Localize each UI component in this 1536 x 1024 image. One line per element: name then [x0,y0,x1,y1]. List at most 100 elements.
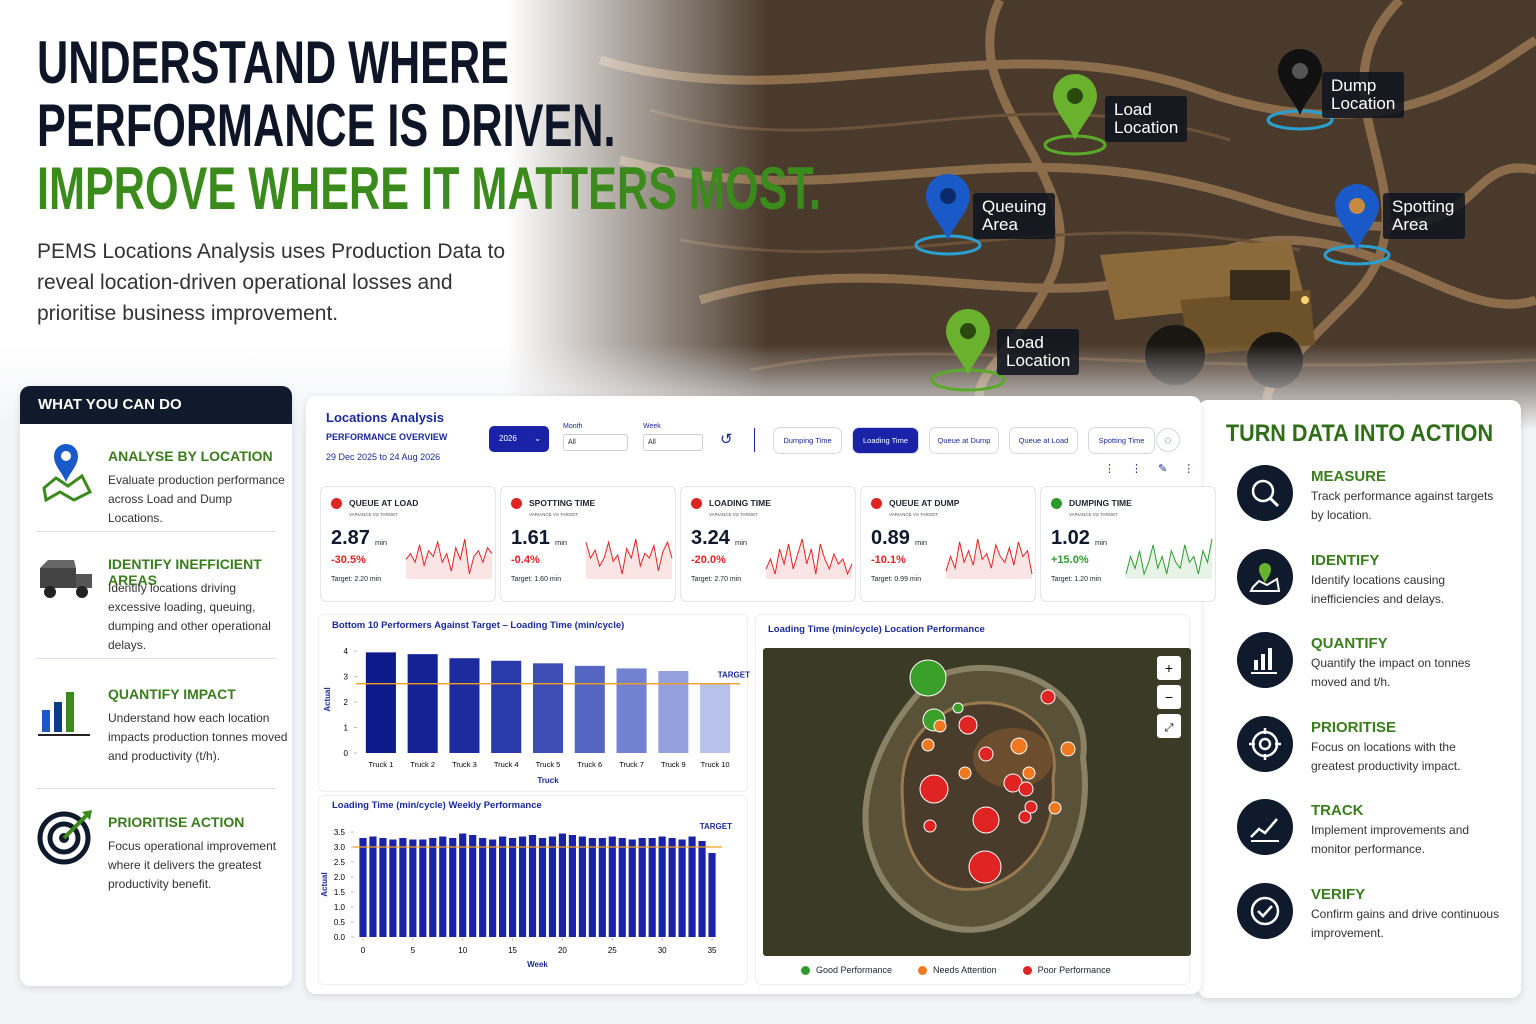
kpi-unit: min [555,538,568,547]
action-text: Track performance against targets by loc… [1311,489,1494,522]
kpi-value: 2.87 [331,527,370,549]
action-text: Identify locations causing inefficiencie… [1311,572,1446,606]
bar [658,836,666,937]
tab[interactable]: Queue at Dump [929,427,999,454]
action-text: Focus on locations with the greatest pro… [1311,739,1461,773]
kpi-title: LOADING TIME [709,498,771,508]
week-value: All [648,439,656,446]
month-select[interactable]: All [563,434,628,451]
kpi-value: 3.24 [691,527,730,549]
svg-text:+: + [1165,660,1173,676]
map: + − ⤢ [763,648,1191,956]
bar [518,836,527,937]
date-range: 29 Dec 2025 to 24 Aug 2026 [326,452,441,462]
bar [568,835,576,937]
week-select[interactable]: All [643,434,703,451]
x-tick-label: Truck 6 [577,760,602,769]
item-icon [42,444,93,503]
sparkline-area [586,539,672,579]
item-text: Understand how each location impacts pro… [108,711,288,763]
toolbar[interactable]: ⋮⋮✎⋮ [1104,463,1211,475]
sparkline-area [406,539,492,579]
zoom-controls[interactable]: + − ⤢ [1157,656,1181,738]
action-title: PRIORITISE [1311,718,1397,736]
kpi-variance: +15.0% [1051,554,1089,566]
kpi-icon [331,498,342,509]
action-title: VERIFY [1311,885,1366,903]
kpi-value: 0.89 [871,527,910,549]
sparkline [945,538,1033,579]
pin-label: Queuing Area [973,193,1055,239]
kpi-icon [691,498,702,509]
action-title: TRACK [1311,802,1364,819]
bar [491,660,522,753]
item-title: ANALYSE BY LOCATION [108,448,273,464]
kpi-variance: -10.1% [871,554,906,566]
map-panel: Loading Time (min/cycle) Location Perfor… [755,614,1191,985]
bar [598,838,606,937]
bar [688,836,696,937]
item-icon [38,692,90,736]
tab[interactable]: Loading Time [852,427,919,454]
kpi-target: Target: 2.70 min [691,576,742,583]
bar [407,654,438,753]
kpi-variance: -30.5% [331,554,366,566]
sparkline-line [405,538,493,575]
tab[interactable]: Spotting Time [1088,427,1155,454]
y-tick-label: 2.5 [334,858,346,867]
hero-title: IMPROVE WHERE IT MATTERS MOST. [37,155,822,222]
bar [449,838,457,937]
x-tick-label: 25 [608,946,617,955]
settings-button[interactable]: ◌ [1156,428,1180,452]
action-icon [1237,882,1293,939]
item-title: PRIORITISE ACTION [108,814,245,830]
kpi-unit: min [1095,538,1108,547]
bar [399,838,407,937]
bar [538,838,547,937]
filter-label: Month [563,423,583,430]
y-tick-label: 3.0 [334,843,346,852]
kpi-unit: min [735,538,748,547]
action-text: Implement improvements and monitor perfo… [1311,823,1470,856]
sparkline [1125,538,1213,579]
bar [449,658,480,753]
action-icon [1237,715,1293,772]
year-select[interactable]: 2026 ⌄ [489,426,549,452]
left-panel: WHAT YOU CAN DO ANALYSE BY LOCATION Evalu… [20,386,292,986]
kpi-cards: QUEUE AT LOAD VARIANCE VS TARGET 2.87 min -3… [320,486,1216,602]
bar [359,838,367,937]
dashboard-subtitle: PERFORMANCE OVERVIEW [326,432,448,442]
kpi-unit: min [375,538,388,547]
tab[interactable]: Dumping Time [773,427,842,454]
action-icon [1237,799,1293,855]
filter-label: Week [643,423,661,430]
action-icon [1237,548,1293,605]
kpi-unit: min [915,538,928,547]
tab[interactable]: Queue at Load [1009,427,1078,454]
bar [429,838,437,937]
bar [648,838,656,937]
bar [608,836,616,937]
chart-title: Bottom 10 Performers Against Target – Lo… [332,620,624,631]
bar [574,665,605,753]
bar [439,836,447,937]
hero-description: PEMS Locations Analysis uses Production … [37,240,506,325]
legend-item: Poor Performance [1022,965,1111,975]
panel-title: WHAT YOU CAN DO [20,386,292,424]
action-icon [1237,632,1293,688]
x-tick-label: 35 [708,946,717,955]
sparkline-line [945,538,1033,575]
bar [548,836,557,937]
bar [578,836,586,937]
bar [700,683,731,753]
x-tick-label: Truck 2 [410,760,435,769]
action-text: Quantify the impact on tonnes moved and … [1311,656,1471,689]
item-text: Identify locations driving excessive loa… [108,581,271,652]
reset-button[interactable]: ↺ [720,431,733,448]
x-tick-label: 20 [558,946,567,955]
kpi-target: Target: 2.20 min [331,576,382,583]
action-title: IDENTIFY [1311,551,1380,569]
x-tick-label: 10 [458,946,467,955]
sparkline [405,538,493,579]
bar [499,836,507,937]
